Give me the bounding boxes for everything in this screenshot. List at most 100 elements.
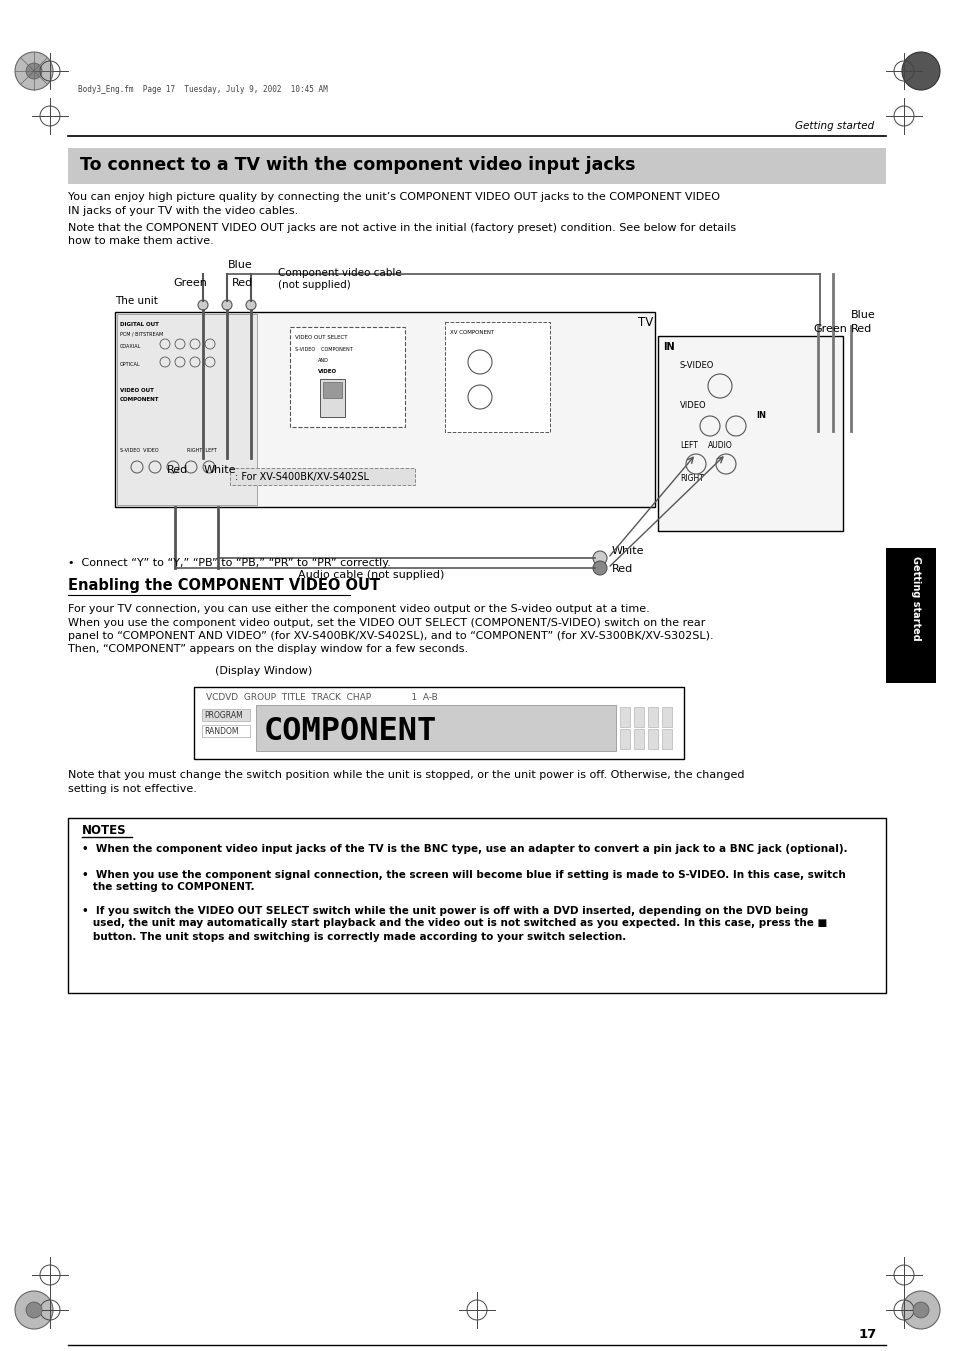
- Text: •  If you switch the VIDEO OUT SELECT switch while the unit power is off with a : • If you switch the VIDEO OUT SELECT swi…: [82, 905, 807, 916]
- Text: Red: Red: [232, 278, 253, 288]
- Text: 17: 17: [858, 1328, 876, 1342]
- Text: panel to “COMPONENT AND VIDEO” (for XV-S400BK/XV-S402SL), and to “COMPONENT” (fo: panel to “COMPONENT AND VIDEO” (for XV-S…: [68, 631, 713, 640]
- Circle shape: [26, 1302, 42, 1319]
- Text: (not supplied): (not supplied): [277, 280, 351, 290]
- Text: AUDIO: AUDIO: [707, 440, 732, 450]
- Text: When you use the component video output, set the VIDEO OUT SELECT (COMPONENT/S-V: When you use the component video output,…: [68, 617, 704, 627]
- Text: COMPONENT: COMPONENT: [264, 716, 436, 747]
- Text: VCDVD  GROUP  TITLE  TRACK  CHAP              1  A-B: VCDVD GROUP TITLE TRACK CHAP 1 A-B: [206, 693, 437, 703]
- Text: AND: AND: [317, 358, 329, 363]
- FancyBboxPatch shape: [193, 686, 683, 758]
- Text: For your TV connection, you can use either the component video output or the S-v: For your TV connection, you can use eith…: [68, 604, 649, 613]
- Circle shape: [246, 300, 255, 309]
- Text: PCM / BITSTREAM: PCM / BITSTREAM: [120, 331, 163, 336]
- Text: White: White: [204, 465, 236, 476]
- FancyBboxPatch shape: [658, 336, 842, 531]
- Text: S-VIDEO    COMPONENT: S-VIDEO COMPONENT: [294, 347, 353, 353]
- Text: Blue: Blue: [228, 259, 253, 270]
- Circle shape: [15, 1292, 53, 1329]
- Text: To connect to a TV with the component video input jacks: To connect to a TV with the component vi…: [80, 155, 635, 174]
- FancyBboxPatch shape: [634, 728, 643, 748]
- Text: Audio cable (not supplied): Audio cable (not supplied): [297, 570, 444, 580]
- Text: The unit: The unit: [115, 296, 157, 305]
- FancyBboxPatch shape: [323, 382, 341, 399]
- FancyBboxPatch shape: [290, 327, 405, 427]
- Text: RIGHT: RIGHT: [679, 474, 703, 484]
- Circle shape: [593, 561, 606, 576]
- FancyBboxPatch shape: [647, 707, 658, 727]
- FancyBboxPatch shape: [661, 728, 671, 748]
- Text: COAXIAL: COAXIAL: [120, 345, 141, 349]
- Text: Then, “COMPONENT” appears on the display window for a few seconds.: Then, “COMPONENT” appears on the display…: [68, 644, 468, 654]
- Text: LEFT: LEFT: [679, 440, 698, 450]
- Text: PROGRAM: PROGRAM: [204, 712, 242, 720]
- Text: S-VIDEO  VIDEO: S-VIDEO VIDEO: [120, 449, 158, 453]
- FancyBboxPatch shape: [255, 704, 616, 751]
- Text: : For XV-S400BK/XV-S402SL: : For XV-S400BK/XV-S402SL: [234, 471, 369, 482]
- Text: DIGITAL OUT: DIGITAL OUT: [120, 322, 159, 327]
- Text: Green: Green: [172, 278, 207, 288]
- FancyBboxPatch shape: [661, 707, 671, 727]
- Text: how to make them active.: how to make them active.: [68, 236, 213, 246]
- Text: Note that the COMPONENT VIDEO OUT jacks are not active in the initial (factory p: Note that the COMPONENT VIDEO OUT jacks …: [68, 223, 736, 232]
- Text: the setting to COMPONENT.: the setting to COMPONENT.: [82, 882, 254, 893]
- FancyBboxPatch shape: [202, 724, 250, 736]
- Text: White: White: [612, 546, 644, 557]
- Text: Green: Green: [812, 324, 846, 334]
- Text: Blue: Blue: [850, 309, 875, 320]
- Text: VIDEO OUT SELECT: VIDEO OUT SELECT: [294, 335, 347, 340]
- Circle shape: [593, 551, 606, 565]
- Text: RANDOM: RANDOM: [204, 727, 238, 736]
- Circle shape: [26, 63, 42, 78]
- FancyBboxPatch shape: [319, 380, 345, 417]
- FancyBboxPatch shape: [68, 149, 885, 184]
- Text: Enabling the COMPONENT VIDEO OUT: Enabling the COMPONENT VIDEO OUT: [68, 578, 379, 593]
- Text: XV COMPONENT: XV COMPONENT: [450, 330, 494, 335]
- Text: OPTICAL: OPTICAL: [120, 362, 140, 367]
- FancyBboxPatch shape: [634, 707, 643, 727]
- Text: You can enjoy high picture quality by connecting the unit’s COMPONENT VIDEO OUT : You can enjoy high picture quality by co…: [68, 192, 720, 203]
- Text: Note that you must change the switch position while the unit is stopped, or the : Note that you must change the switch pos…: [68, 770, 743, 781]
- Text: button. The unit stops and switching is correctly made according to your switch : button. The unit stops and switching is …: [82, 931, 625, 942]
- Text: (Display Window): (Display Window): [214, 666, 312, 677]
- Text: used, the unit may automatically start playback and the video out is not switche: used, the unit may automatically start p…: [82, 919, 826, 928]
- Circle shape: [198, 300, 208, 309]
- FancyBboxPatch shape: [115, 312, 655, 507]
- Text: NOTES: NOTES: [82, 824, 127, 836]
- Text: •  When the component video input jacks of the TV is the BNC type, use an adapte: • When the component video input jacks o…: [82, 844, 846, 854]
- Text: Getting started: Getting started: [910, 557, 920, 640]
- Text: VIDEO: VIDEO: [317, 369, 336, 374]
- Circle shape: [912, 1302, 928, 1319]
- Text: VIDEO: VIDEO: [679, 401, 706, 409]
- FancyBboxPatch shape: [117, 313, 256, 505]
- FancyBboxPatch shape: [647, 728, 658, 748]
- Circle shape: [15, 51, 53, 91]
- Text: •  When you use the component signal connection, the screen will become blue if : • When you use the component signal conn…: [82, 870, 845, 880]
- Text: •  Connect “Y” to “Y,” “PB” to “PB,” “PR” to “PR” correctly.: • Connect “Y” to “Y,” “PB” to “PB,” “PR”…: [68, 558, 391, 567]
- FancyBboxPatch shape: [885, 549, 935, 684]
- Text: IN jacks of your TV with the video cables.: IN jacks of your TV with the video cable…: [68, 205, 298, 216]
- FancyBboxPatch shape: [68, 817, 885, 993]
- FancyBboxPatch shape: [230, 467, 415, 485]
- Text: Getting started: Getting started: [794, 122, 873, 131]
- Text: VIDEO OUT: VIDEO OUT: [120, 388, 153, 393]
- Text: Component video cable: Component video cable: [277, 267, 401, 278]
- Text: IN: IN: [755, 411, 765, 420]
- Text: Body3_Eng.fm  Page 17  Tuesday, July 9, 2002  10:45 AM: Body3_Eng.fm Page 17 Tuesday, July 9, 20…: [78, 85, 328, 95]
- Circle shape: [901, 51, 939, 91]
- Text: Red: Red: [167, 465, 188, 476]
- FancyBboxPatch shape: [444, 322, 550, 432]
- Text: Red: Red: [612, 563, 633, 574]
- Text: IN: IN: [662, 342, 674, 353]
- FancyBboxPatch shape: [619, 707, 629, 727]
- Circle shape: [222, 300, 232, 309]
- Text: COMPONENT: COMPONENT: [120, 397, 159, 403]
- Circle shape: [901, 1292, 939, 1329]
- Text: RIGHT  LEFT: RIGHT LEFT: [187, 449, 216, 453]
- Text: Red: Red: [850, 324, 871, 334]
- Text: S-VIDEO: S-VIDEO: [679, 361, 714, 370]
- FancyBboxPatch shape: [202, 708, 250, 720]
- Text: TV: TV: [638, 316, 653, 330]
- FancyBboxPatch shape: [619, 728, 629, 748]
- Text: setting is not effective.: setting is not effective.: [68, 784, 196, 794]
